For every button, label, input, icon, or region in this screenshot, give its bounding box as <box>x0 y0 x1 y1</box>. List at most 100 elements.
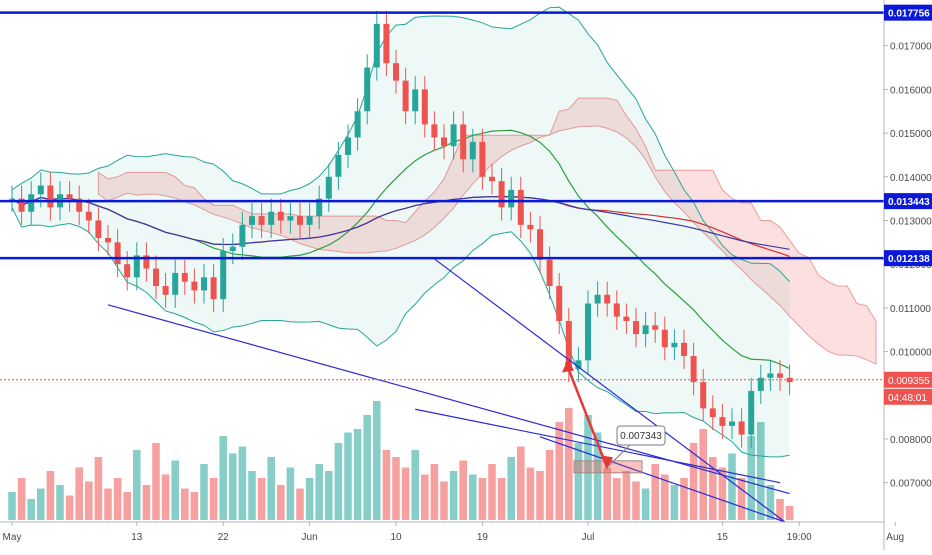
time-tick-label: May <box>3 532 22 543</box>
volume-bar <box>641 488 650 520</box>
volume-bar <box>766 485 775 520</box>
volume-bar <box>718 467 727 520</box>
volume-bar <box>478 478 487 520</box>
callout-leader <box>606 444 631 468</box>
candle-body <box>210 277 217 300</box>
candle-body <box>124 264 131 278</box>
volume-bar <box>632 481 640 520</box>
volume-bar <box>209 478 218 520</box>
candle-body <box>229 246 236 252</box>
candle-body <box>546 259 553 287</box>
candle-body <box>133 255 140 278</box>
bollinger-band-fill <box>12 7 790 457</box>
candle-body <box>325 176 332 199</box>
volume-bar <box>267 457 275 520</box>
candle-body <box>450 124 457 147</box>
volume-bar <box>699 429 707 520</box>
projection-arrow-head <box>601 455 613 470</box>
candle-body <box>335 154 342 177</box>
moving-average-blue-line <box>11 196 790 250</box>
volume-bar <box>8 492 16 520</box>
volume-bar <box>603 467 611 520</box>
candle-body <box>421 89 428 125</box>
volume-bar <box>152 443 160 520</box>
candle-body <box>95 220 102 238</box>
bollinger-upper-line <box>11 6 790 282</box>
volume-bar <box>286 467 295 520</box>
volume-bar <box>334 443 343 520</box>
candle-body <box>527 224 534 230</box>
candle-body <box>469 141 476 160</box>
candle-body <box>690 355 697 383</box>
volume-bar <box>363 415 371 520</box>
volume-bar <box>545 450 554 520</box>
volume-bar <box>133 450 141 520</box>
volume-bar <box>200 464 208 520</box>
volume-bar <box>411 450 419 520</box>
volume-bar <box>661 474 669 520</box>
level-tag <box>884 4 932 21</box>
price-tick-label: 0.015000 <box>890 129 932 140</box>
volume-bar <box>747 436 755 520</box>
candle-body <box>777 373 783 378</box>
price-tick-label: 0.016000 <box>890 85 932 96</box>
volume-bar <box>296 488 304 520</box>
volume-bar <box>373 401 381 520</box>
candle-body <box>28 194 35 212</box>
volume-bar <box>517 446 525 520</box>
time-tick-label: Jun <box>302 532 318 543</box>
candle-body <box>105 237 111 243</box>
candle-body <box>201 277 207 291</box>
candle-body <box>738 421 745 435</box>
candle-body <box>37 185 44 195</box>
volume-bar <box>757 422 765 520</box>
candle-body <box>594 294 601 304</box>
volume-bar <box>17 478 26 520</box>
projection-arrow-tail <box>562 358 574 373</box>
volume-bar <box>536 471 544 520</box>
candle-body <box>661 329 668 348</box>
price-tick-label: 0.010000 <box>890 348 932 359</box>
candle-body <box>613 303 620 317</box>
price-tick-label: 0.007000 <box>890 479 932 490</box>
candle-body <box>239 224 246 247</box>
volume-bar <box>315 464 323 520</box>
time-tick-label: Jul <box>582 532 595 543</box>
volume-bar <box>248 471 256 520</box>
volume-bar <box>709 457 717 520</box>
volume-bar <box>113 478 122 520</box>
volume-bar <box>574 443 583 520</box>
volume-bar <box>401 467 410 520</box>
candle-body <box>268 211 275 225</box>
current-price-tag <box>884 371 932 388</box>
volume-bar <box>353 429 362 520</box>
candle-body <box>277 211 284 221</box>
candle-body <box>114 242 121 265</box>
candle-body <box>767 373 774 378</box>
candle-body <box>162 286 169 295</box>
volume-bar <box>622 471 631 520</box>
volume-bar <box>85 481 93 520</box>
time-tick-label: 19:00 <box>787 532 812 543</box>
candle-body <box>364 67 371 112</box>
candle-body <box>354 111 361 138</box>
candle-body <box>623 316 630 321</box>
time-tick-label: 10 <box>390 532 402 543</box>
volume-bar <box>651 464 659 520</box>
volume-bar <box>593 432 602 520</box>
candle-body <box>489 176 495 182</box>
candle-body <box>306 216 313 225</box>
candle-body <box>47 185 54 208</box>
callout-box <box>616 425 666 446</box>
price-axis-bg <box>884 0 932 550</box>
volume-bar <box>142 485 151 520</box>
volume-bar <box>305 478 314 520</box>
level-tag-label: 0.017756 <box>888 9 930 20</box>
candle-body <box>373 23 380 68</box>
volume-bar <box>325 471 333 520</box>
countdown-tag <box>884 388 932 405</box>
volume-bar <box>526 467 535 520</box>
candle-body <box>297 216 303 225</box>
